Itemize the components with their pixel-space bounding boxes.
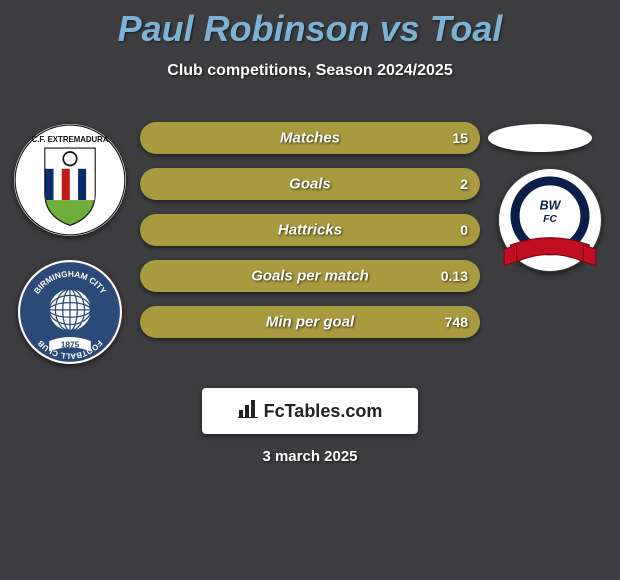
stat-label: Hattricks xyxy=(140,222,480,239)
infographic-date: 3 march 2025 xyxy=(0,448,620,465)
svg-text:1875: 1875 xyxy=(61,339,80,349)
club-crest-right: BW FC xyxy=(498,168,602,272)
stat-value-right: 0.13 xyxy=(441,268,468,284)
stats-container: Matches15 Goals2 Hattricks0 Goals per match… xyxy=(140,122,480,352)
stat-bar: Matches15 xyxy=(140,122,480,154)
stat-label: Matches xyxy=(140,130,480,147)
stat-value-right: 2 xyxy=(460,176,468,192)
svg-text:FC: FC xyxy=(543,214,557,225)
stat-bar: Goals per match0.13 xyxy=(140,260,480,292)
svg-text:BW: BW xyxy=(540,199,562,213)
stat-bar: Min per goal748 xyxy=(140,306,480,338)
svg-text:C.F. EXTREMADURA: C.F. EXTREMADURA xyxy=(32,135,109,144)
fctables-watermark: FcTables.com xyxy=(202,388,418,434)
stat-label: Min per goal xyxy=(140,314,480,331)
club-crest-left-2: BIRMINGHAM CITY FOOTBALL CLUB 1875 xyxy=(18,260,122,364)
fctables-label: FcTables.com xyxy=(264,401,383,422)
club-crest-left-1: C.F. EXTREMADURA xyxy=(14,124,126,236)
page-subtitle: Club competitions, Season 2024/2025 xyxy=(0,62,620,80)
page-title: Paul Robinson vs Toal xyxy=(0,0,620,50)
stat-label: Goals xyxy=(140,176,480,193)
stat-bar: Goals2 xyxy=(140,168,480,200)
bar-chart-icon xyxy=(238,400,258,423)
stat-value-right: 15 xyxy=(452,130,468,146)
stat-value-right: 748 xyxy=(445,314,468,330)
player-placeholder-oval xyxy=(488,124,592,152)
stat-label: Goals per match xyxy=(140,268,480,285)
stat-value-right: 0 xyxy=(460,222,468,238)
stat-bar: Hattricks0 xyxy=(140,214,480,246)
